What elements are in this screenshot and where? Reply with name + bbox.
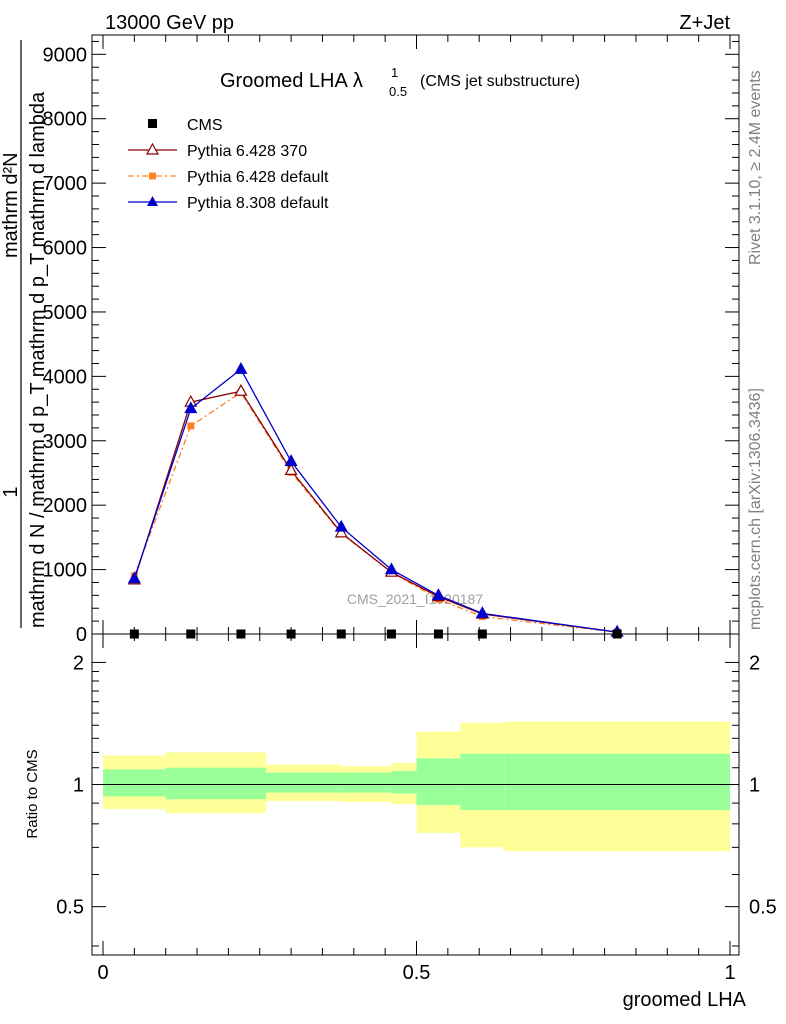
legend-item-pythia6-370: Pythia 6.428 370 [128,142,307,160]
stat-uncertainty-band [391,770,417,794]
ylabel-denominator: mathrm d N / mathrm d p_T mathrm d p_T m… [27,91,49,628]
stat-uncertainty-band [103,769,166,797]
legend-item-cms: CMS [148,117,223,134]
main-plot: 0 1000 2000 3000 4000 5000 6000 7000 8000 9000 CM… [0,34,740,646]
energy-label: 13000 GeV pp [105,12,234,34]
data-point-pythia-6-428-370 [284,463,298,476]
watermark: CMS_2021_I1920187 [347,591,483,607]
data-point-pythia-8-308-default [284,454,298,466]
stat-uncertainty-band [504,753,730,811]
legend-pythia6-370-label: Pythia 6.428 370 [187,143,307,160]
stat-uncertainty-band [341,772,392,793]
stat-uncertainty-band [460,753,505,811]
data-point-pythia-8-308-default [384,562,398,575]
chart-title: Groomed LHA λ 1 0.5 (CMS jet substructure… [220,65,580,99]
data-point-pythia-6-428-370 [334,525,348,538]
main-y-tick-label: 8000 [43,109,88,131]
main-y-axis-label: 1 mathrm d²N mathrm d N / mathrm d p_T m… [0,40,49,628]
ratio-y-tick-label: 1 [73,775,84,797]
title-subscript: 0.5 [389,84,407,99]
ylabel-numerator: mathrm d²N [0,152,22,258]
ratio-y-tick-labels: 0.5 0.5 1 1 2 2 [56,652,777,918]
ratio-plot: 0.5 0.51 12 2 0 0.5 1 Ratio to CMS groomed LH… [24,633,777,1011]
title-superscript: 1 [391,65,398,80]
data-point-pythia-8-308-default [184,401,198,414]
legend-cms-label: CMS [187,117,223,134]
main-y-tick-label: 9000 [43,44,88,66]
data-point-pythia-8-308-default [127,571,141,584]
data-point-pythia-8-308-default [334,519,348,532]
rivet-label: Rivet 3.1.10, ≥ 2.4M events [747,70,764,265]
x-tick-label: 0.5 [403,962,431,984]
chart-subtitle: (CMS jet substructure) [420,73,580,90]
legend-item-pythia8-default: Pythia 8.308 default [128,195,329,212]
legend-pythia6-370-marker [145,142,160,155]
ratio-plot-frame [91,633,740,956]
mcplots-label: mcplots.cern.ch [arXiv:1306.3436] [747,388,764,630]
stat-uncertainty-band [416,758,461,806]
x-tick-label: 1 [724,962,735,984]
main-y-tick-label: 3000 [43,431,88,453]
main-y-tick-label: 5000 [43,302,88,324]
x-tick-label: 0 [97,962,108,984]
legend-pythia8-default-label: Pythia 8.308 default [187,195,329,212]
main-y-tick-label: 1000 [43,560,88,582]
main-y-tick-label: 4000 [43,366,88,388]
data-point-pythia-8-308-default [475,606,489,618]
ratio-y-tick-label-right: 1 [749,775,760,797]
ratio-y-tick-label: 0.5 [56,897,84,919]
ratio-y-tick-label-right: 2 [749,652,760,674]
main-y-tick-label: 0 [76,624,87,646]
data-point-pythia-6-428-370 [234,383,248,396]
process-label: Z+Jet [679,12,730,34]
legend-item-pythia6-default: Pythia 6.428 default [128,169,329,186]
stat-uncertainty-band [266,772,342,793]
main-y-tick-labels: 0 1000 2000 3000 4000 5000 6000 7000 8000 9000 [43,44,88,646]
ratio-x-tick-labels: 0 0.5 1 [97,962,735,984]
ratio-axis-ticks [92,634,739,955]
title-symbol: λ [353,70,363,92]
legend: CMS Pythia 6.428 370 Pythia 6.428 defaul… [128,117,329,212]
main-y-tick-label: 2000 [43,495,88,517]
data-point-pythia-6-428-default [187,422,195,430]
main-y-tick-label: 7000 [43,173,88,195]
ylabel-fraction-one: 1 [0,486,22,497]
legend-cms-marker [148,119,157,128]
ratio-y-tick-label-right: 0.5 [749,897,777,919]
stat-uncertainty-band [165,767,267,800]
ratio-y-tick-label: 2 [73,652,84,674]
legend-pythia8-default-marker [147,196,158,206]
legend-pythia6-default-label: Pythia 6.428 default [187,169,329,186]
legend-pythia6-default-marker [149,172,156,180]
main-axis-ticks [92,35,739,635]
x-axis-label: groomed LHA [623,989,747,1011]
main-y-tick-label: 6000 [43,238,88,260]
title-text: Groomed LHA [220,70,348,92]
ratio-uncertainty-bands [103,721,730,852]
ratio-y-axis-label: Ratio to CMS [24,749,41,838]
data-point-pythia-8-308-default [234,362,248,374]
data-point-pythia-8-308-default [431,588,445,600]
